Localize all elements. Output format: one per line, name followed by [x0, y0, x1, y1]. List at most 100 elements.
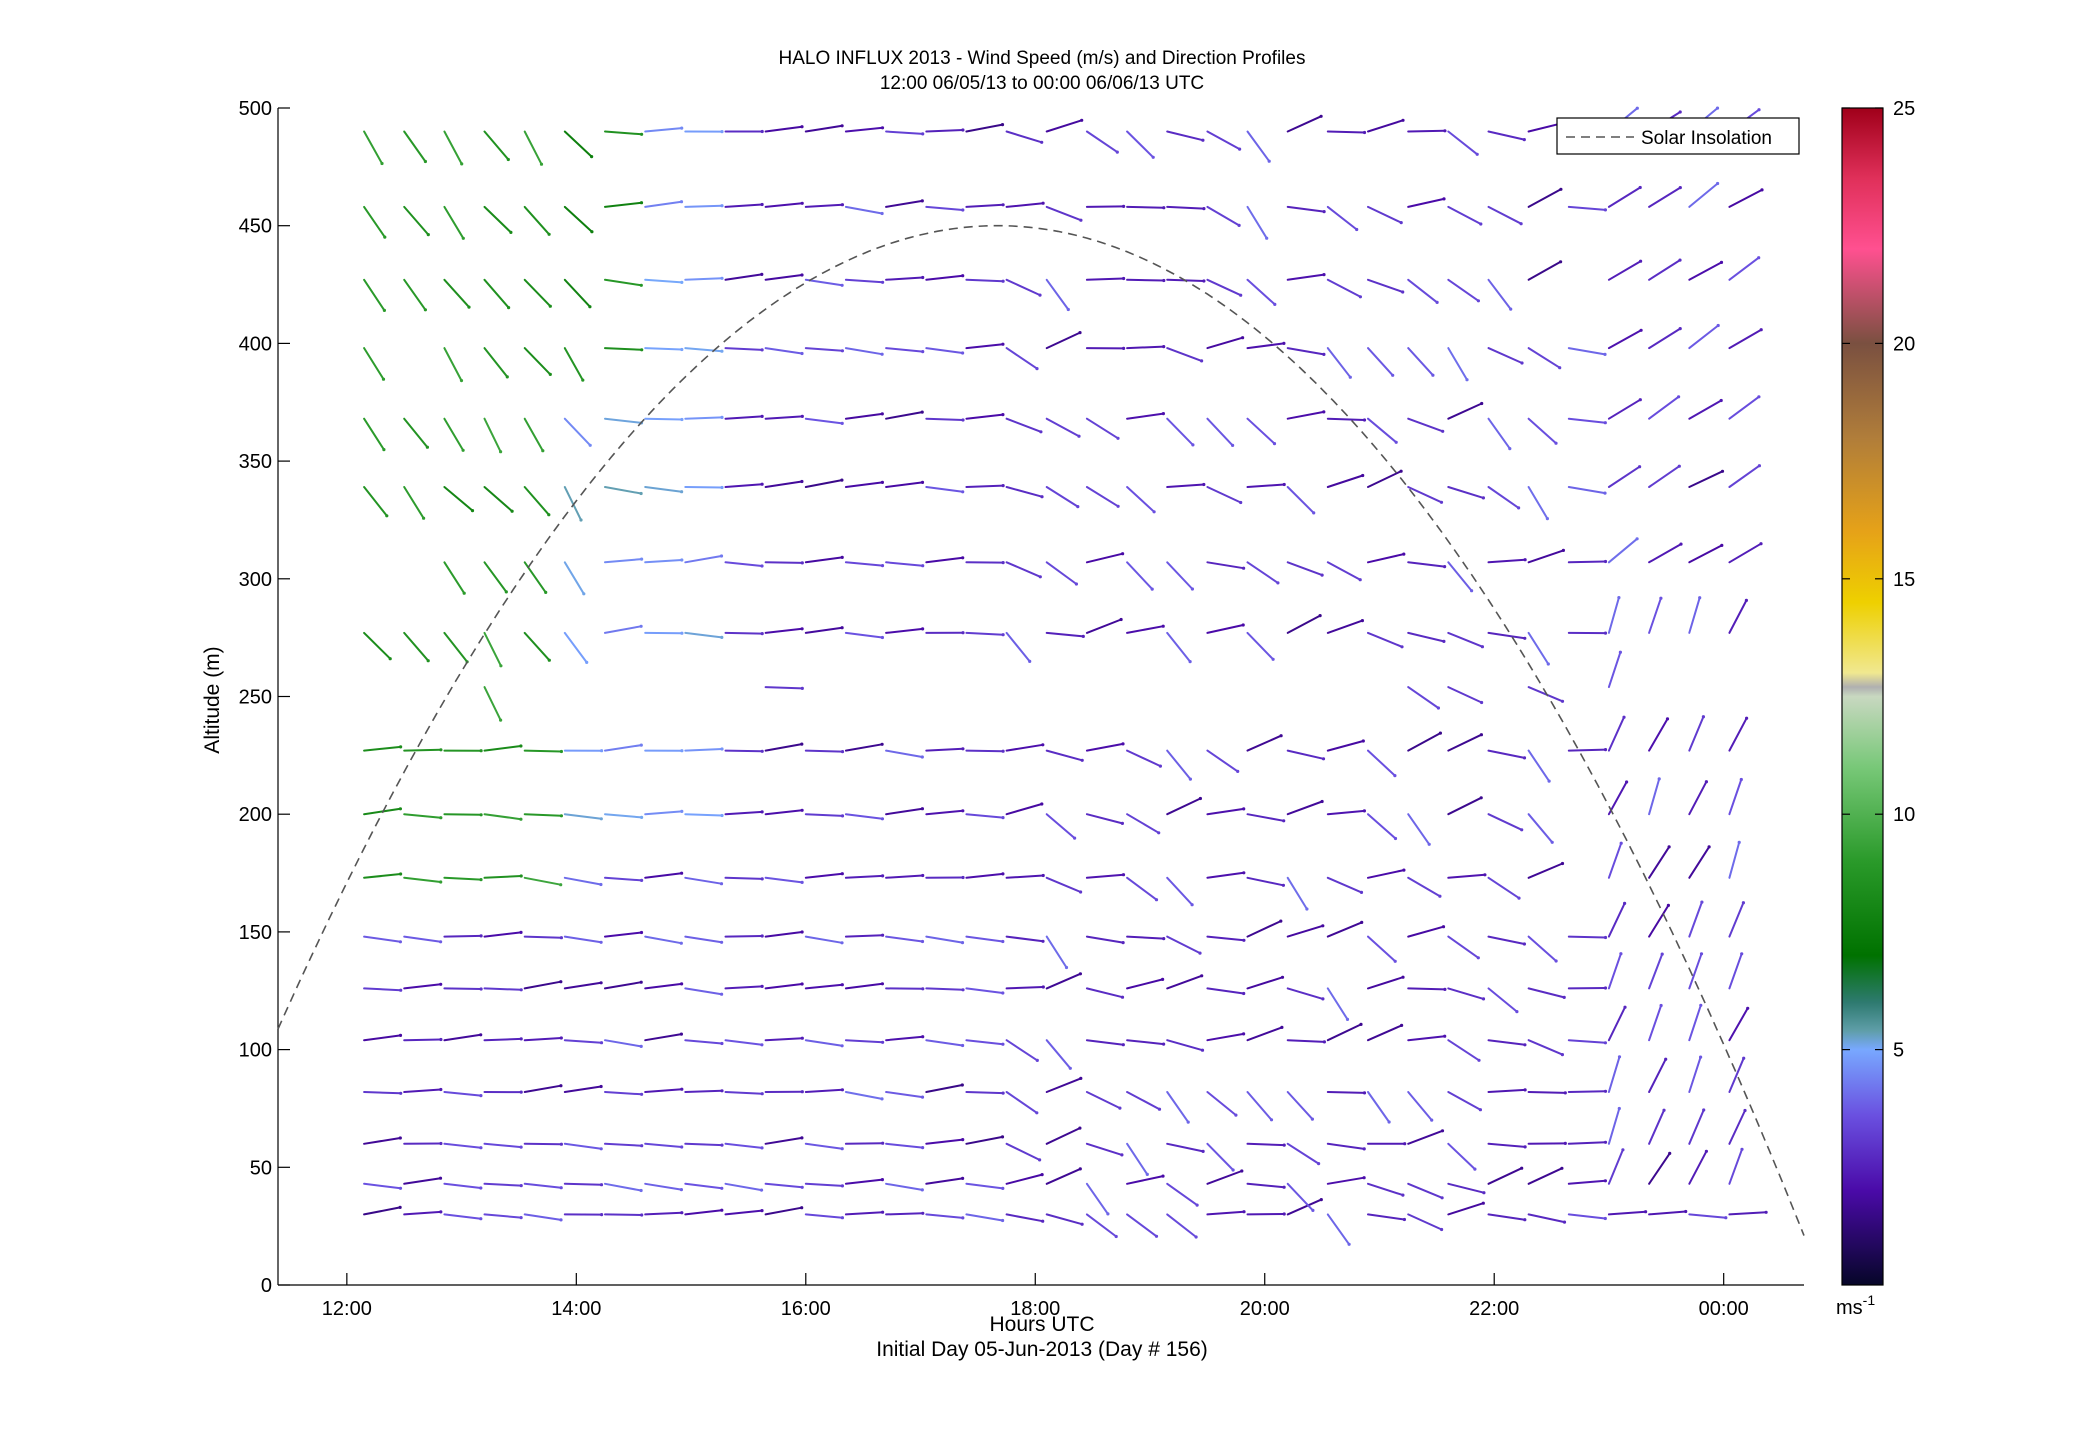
wind-barb-tip [720, 993, 723, 996]
wind-barb-tip [559, 1218, 562, 1221]
wind-barb-tip [520, 1146, 523, 1149]
wind-barb-tip [761, 985, 764, 988]
wind-barb [1489, 988, 1517, 1011]
wind-barb-tip [1321, 997, 1324, 1000]
wind-barb-tip [1280, 1026, 1283, 1029]
wind-barb [1007, 633, 1030, 662]
wind-barb [1489, 348, 1523, 363]
wind-barb [1007, 348, 1037, 369]
wind-barb-tip [1162, 206, 1165, 209]
wind-barb [444, 878, 481, 880]
wind-barb [1087, 937, 1123, 943]
wind-barb-tip [680, 558, 683, 561]
wind-barb-tip [921, 627, 924, 630]
wind-barb [1489, 1144, 1526, 1147]
wind-barb-tip [1040, 141, 1043, 144]
wind-barb-tip [1702, 715, 1705, 718]
wind-barb-tip [1038, 1158, 1041, 1161]
wind-barb [1448, 988, 1483, 999]
wind-barb-tip [519, 931, 522, 934]
wind-barb [806, 814, 843, 816]
wind-barb-tip [1272, 658, 1275, 661]
wind-barb [685, 417, 722, 418]
wind-barb [806, 1214, 843, 1217]
wind-barb [1087, 814, 1123, 823]
wind-barb [525, 348, 551, 374]
wind-barb [1087, 419, 1118, 439]
wind-barb-tip [1241, 336, 1244, 339]
wind-barb [364, 207, 385, 237]
wind-barb-tip [1078, 331, 1081, 334]
wind-barb-tip [1039, 575, 1042, 578]
wind-barb [1408, 199, 1444, 207]
wind-barb-tip [841, 556, 844, 559]
wind-barb-tip [1238, 148, 1241, 151]
wind-barb [565, 814, 602, 819]
wind-barb [1288, 1092, 1313, 1119]
wind-barb [1529, 487, 1548, 519]
wind-barb [1689, 598, 1699, 633]
wind-barb [926, 988, 963, 989]
wind-barb-tip [1242, 1032, 1245, 1035]
wind-barb-tip [560, 936, 563, 939]
wind-barb [645, 1184, 681, 1190]
wind-barb [846, 280, 883, 283]
wind-barb-tip [1563, 996, 1566, 999]
wind-barb-tip [800, 1206, 803, 1209]
wind-barb [966, 1184, 1002, 1189]
wind-barb [1207, 988, 1243, 993]
wind-barb-tip [1162, 1043, 1165, 1046]
wind-barb-tip [640, 879, 643, 882]
wind-barb-tip [439, 1210, 442, 1213]
wind-barb-tip [1323, 210, 1326, 213]
wind-barb [1288, 802, 1322, 815]
wind-barb-tip [1231, 444, 1234, 447]
wind-barb-tip [399, 872, 402, 875]
wind-barb [1649, 779, 1659, 814]
wind-barb [1127, 1040, 1164, 1044]
wind-barb-tip [1480, 402, 1483, 405]
wind-barb [525, 633, 550, 660]
wind-barb-tip [1604, 560, 1607, 563]
wind-barb [645, 1034, 681, 1040]
wind-barb-tip [600, 941, 603, 944]
wind-barb [766, 203, 803, 207]
wind-barb-tip [1001, 123, 1004, 126]
wind-barb-tip [881, 874, 884, 877]
wind-barb-tip [1604, 632, 1607, 635]
wind-barb-tip [801, 1037, 804, 1040]
wind-barb-tip [720, 1144, 723, 1147]
wind-barb [886, 809, 922, 815]
wind-barb-tip [1359, 1023, 1362, 1026]
wind-barb [1569, 562, 1606, 563]
wind-barb [1207, 1144, 1233, 1170]
wind-barb-tip [921, 1212, 924, 1215]
wind-barb [404, 419, 427, 448]
wind-barb-tip [1319, 614, 1322, 617]
wind-barb [565, 419, 590, 446]
wind-barb-tip [479, 1186, 482, 1189]
wind-barb [1288, 751, 1324, 759]
wind-barb [1328, 280, 1361, 297]
wind-barb [1007, 562, 1041, 577]
wind-barb-tip [921, 411, 924, 414]
wind-barb-tip [1509, 308, 1512, 311]
wind-barb [565, 348, 583, 380]
wind-barb-tip [1479, 1108, 1482, 1111]
wind-barb-tip [1080, 119, 1083, 122]
wind-barb [726, 348, 763, 350]
wind-barb-tip [1273, 442, 1276, 445]
wind-barb [726, 986, 763, 988]
wind-barb-tip [1388, 1120, 1391, 1123]
wind-barb-tip [1106, 1212, 1109, 1215]
wind-barb-tip [1740, 952, 1743, 955]
wind-barb [645, 128, 682, 131]
wind-barb [1448, 1203, 1483, 1214]
wind-barb [1207, 132, 1239, 150]
wind-barb-tip [1238, 224, 1241, 227]
wind-barb-tip [720, 1209, 723, 1212]
wind-barb-tip [1155, 1235, 1158, 1238]
wind-barb-tip [921, 199, 924, 202]
wind-barb-tip [1622, 716, 1625, 719]
wind-barb [1729, 1149, 1742, 1184]
